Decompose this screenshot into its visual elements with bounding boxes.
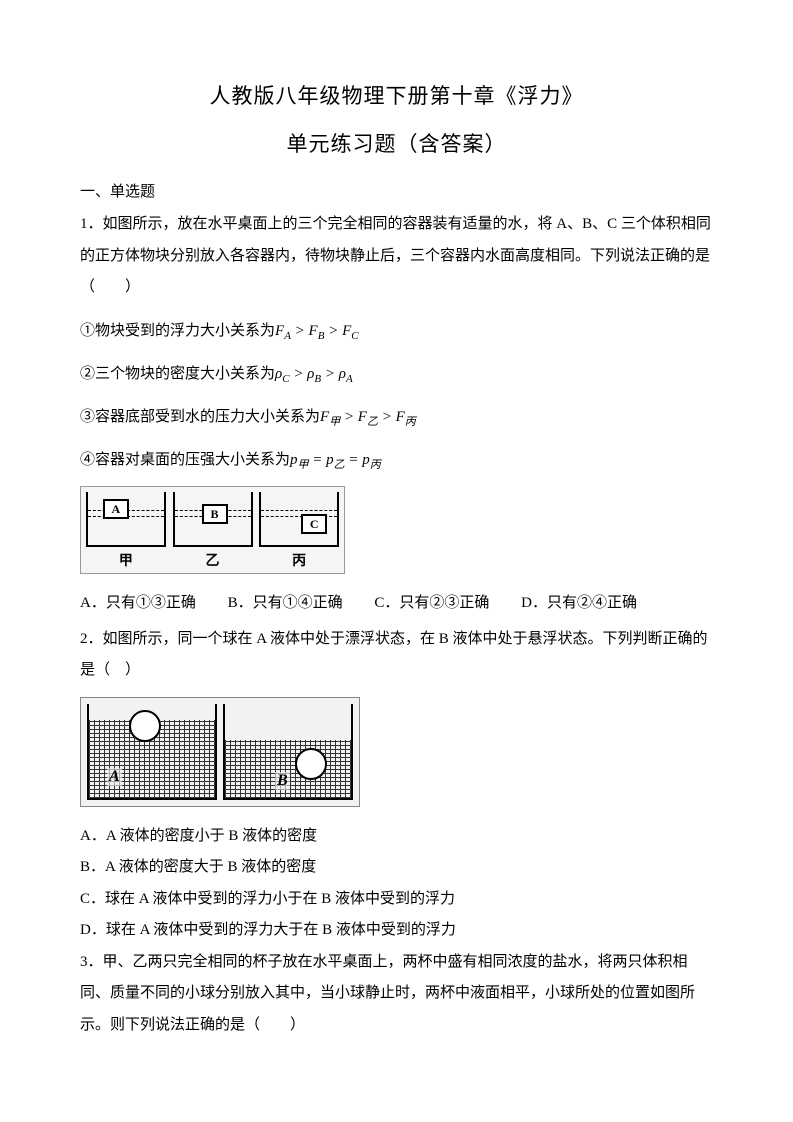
q1-options: A．只有①③正确 B．只有①④正确 C．只有②③正确 D．只有②④正确 <box>80 588 713 618</box>
container-bing: C 丙 <box>257 492 341 570</box>
formula-1: FA > FB > FC <box>275 323 359 339</box>
liquid-label-b: B <box>275 772 290 790</box>
q2-option-c: C．球在 A 液体中受到的浮力小于在 B 液体中受到的浮力 <box>80 884 713 916</box>
container-yi: B 乙 <box>171 492 255 570</box>
section-header: 一、单选题 <box>80 180 713 201</box>
q1-text: 1．如图所示，放在水平桌面上的三个完全相同的容器装有适量的水，将 A、B、C 三… <box>80 209 713 304</box>
q1-s2-prefix: ②三个物块的密度大小关系为 <box>80 366 275 382</box>
q3-text: 3．甲、乙两只完全相同的杯子放在水平桌面上，两杯中盛有相同浓度的盐水，将两只体积… <box>80 947 713 1042</box>
q1-option-c: C．只有②③正确 <box>374 588 489 618</box>
q1-statement-1: ①物块受到的浮力大小关系为FA > FB > FC <box>80 316 713 347</box>
liquid-label-a: A <box>107 768 122 786</box>
ball-a-icon <box>129 710 161 742</box>
label-bing: 丙 <box>292 550 306 570</box>
liquid-container-a: A <box>87 704 217 800</box>
q1-statement-4: ④容器对桌面的压强大小关系为p甲 = p乙 = p丙 <box>80 445 713 476</box>
formula-2: ρC > ρB > ρA <box>275 366 353 382</box>
q2-option-b: B．A 液体的密度大于 B 液体的密度 <box>80 852 713 884</box>
q1-diagram: A 甲 B 乙 C 丙 <box>80 486 713 574</box>
label-yi: 乙 <box>206 550 220 570</box>
q1-option-a: A．只有①③正确 <box>80 588 196 618</box>
q1-statement-2: ②三个物块的密度大小关系为ρC > ρB > ρA <box>80 359 713 390</box>
q1-option-b: B．只有①④正确 <box>228 588 343 618</box>
q2-option-d: D．球在 A 液体中受到的浮力大于在 B 液体中受到的浮力 <box>80 915 713 947</box>
block-b-label: B <box>202 504 228 524</box>
ball-b-icon <box>295 748 327 780</box>
q1-option-d: D．只有②④正确 <box>521 588 637 618</box>
formula-4: p甲 = p乙 = p丙 <box>290 452 381 468</box>
liquid-container-b: B <box>223 704 353 800</box>
q2-option-a: A．A 液体的密度小于 B 液体的密度 <box>80 821 713 853</box>
q2-diagram: A B <box>80 697 713 807</box>
main-title: 人教版八年级物理下册第十章《浮力》 <box>80 80 713 110</box>
q1-s3-prefix: ③容器底部受到水的压力大小关系为 <box>80 409 320 425</box>
q1-s1-prefix: ①物块受到的浮力大小关系为 <box>80 323 275 339</box>
formula-3: F甲 > F乙 > F丙 <box>320 409 416 425</box>
block-a-label: A <box>103 499 129 519</box>
q2-text: 2．如图所示，同一个球在 A 液体中处于漂浮状态，在 B 液体中处于悬浮状态。下… <box>80 624 713 687</box>
q1-statement-3: ③容器底部受到水的压力大小关系为F甲 > F乙 > F丙 <box>80 402 713 433</box>
label-jia: 甲 <box>119 550 133 570</box>
sub-title: 单元练习题（含答案） <box>80 128 713 158</box>
container-jia: A 甲 <box>84 492 168 570</box>
block-c-label: C <box>301 514 327 534</box>
q1-s4-prefix: ④容器对桌面的压强大小关系为 <box>80 452 290 468</box>
